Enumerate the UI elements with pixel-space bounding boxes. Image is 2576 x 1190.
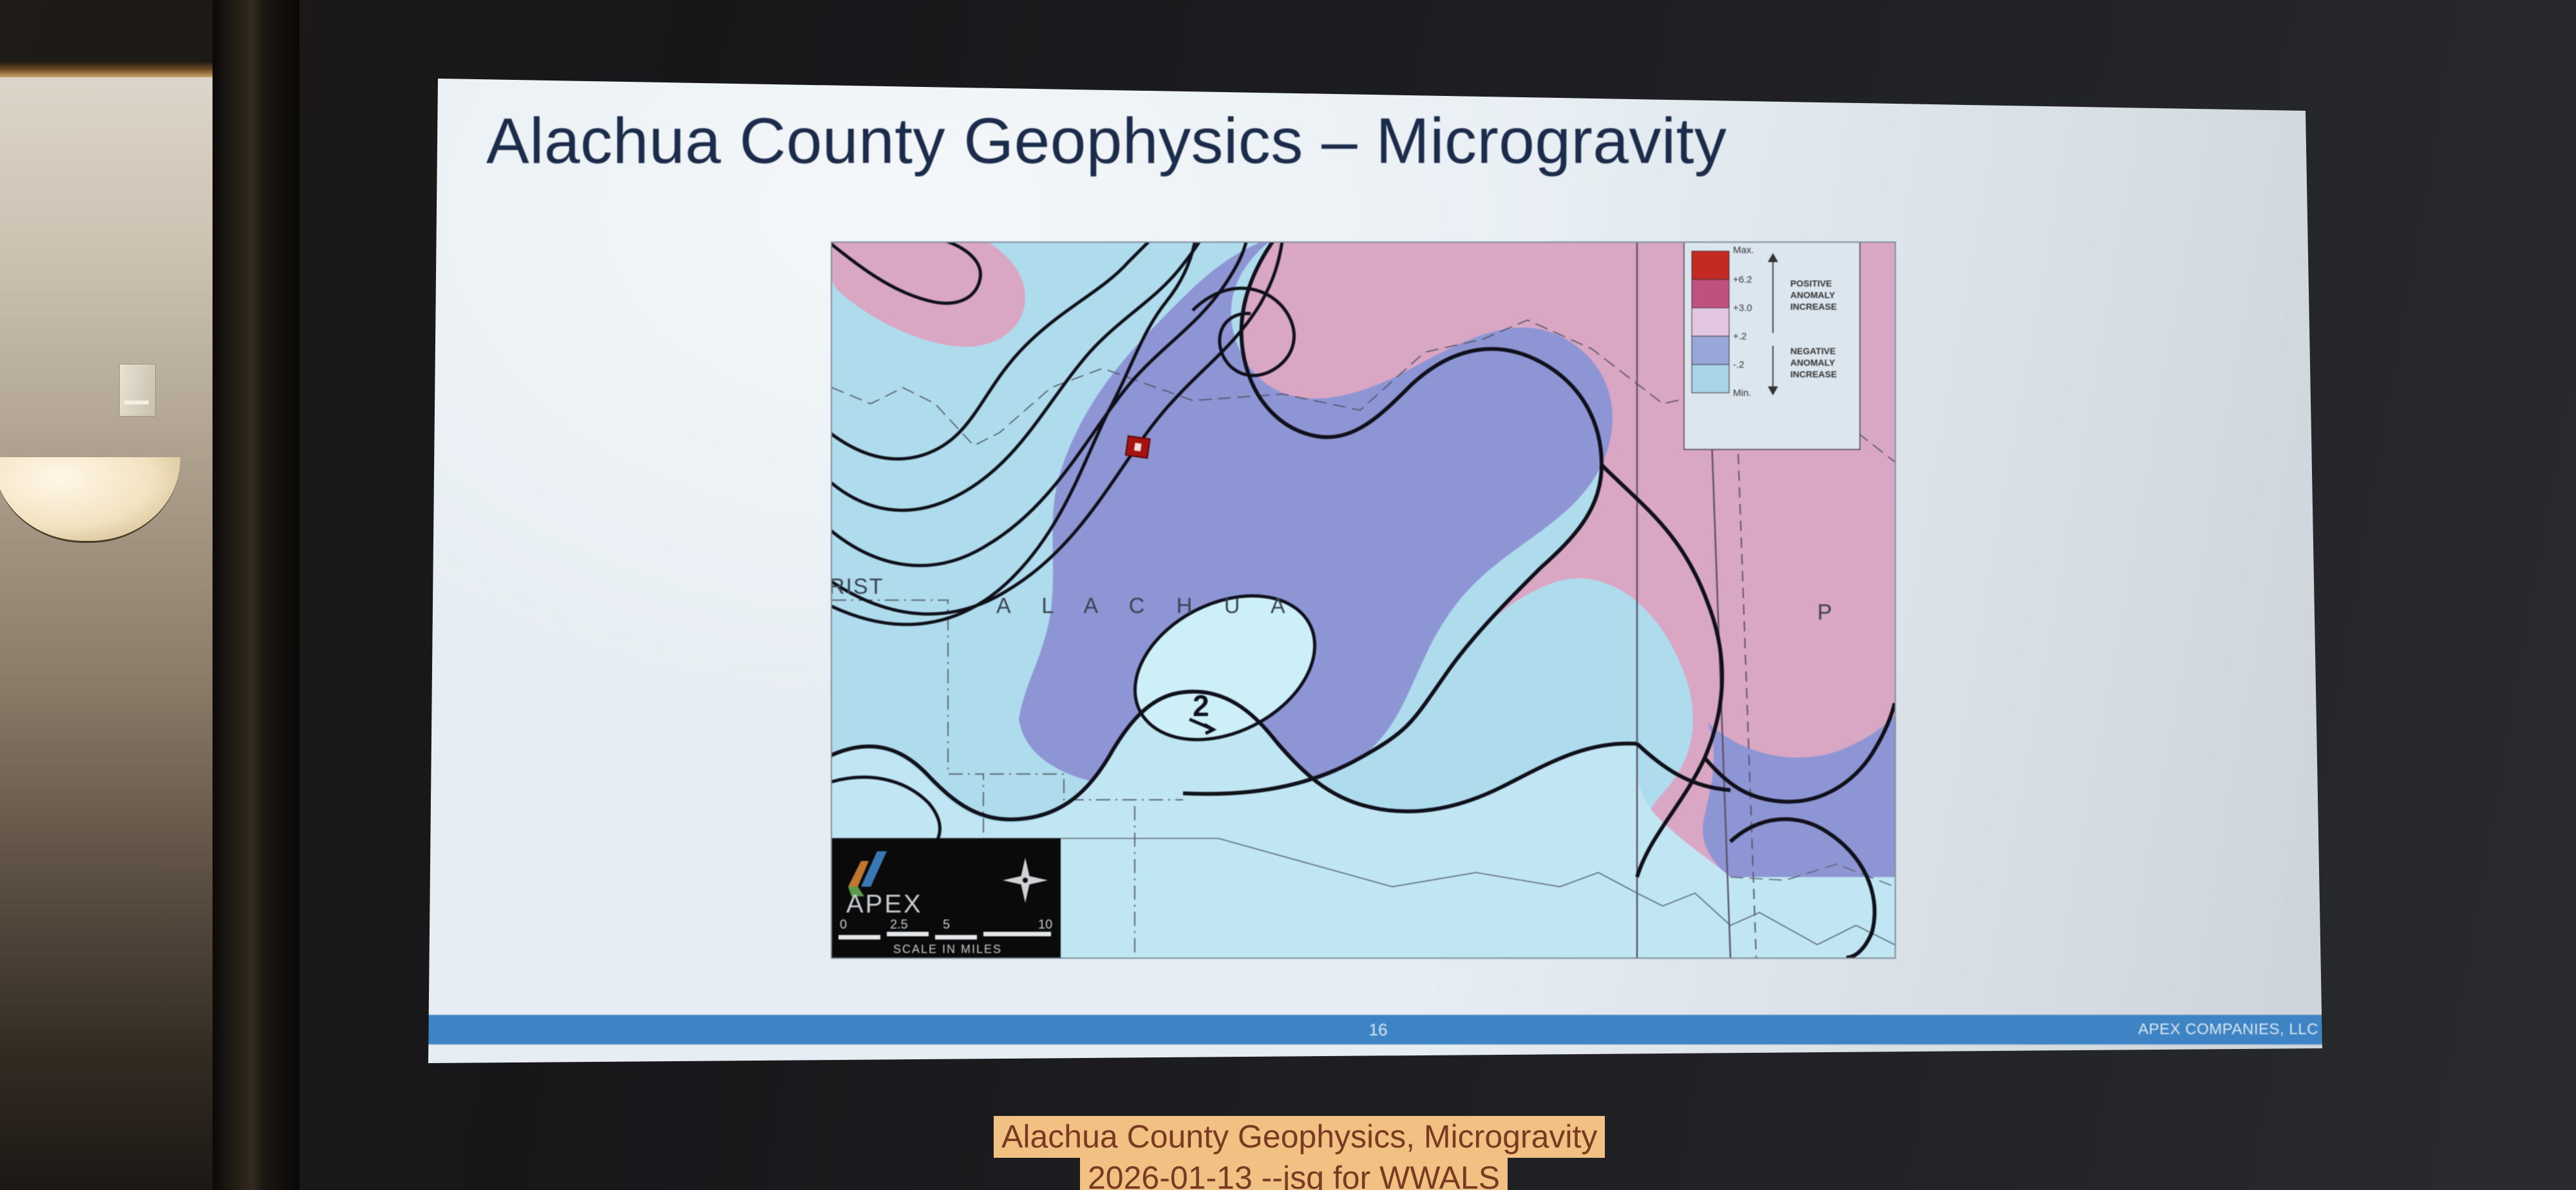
svg-text:APEX: APEX (846, 890, 923, 918)
svg-text:INCREASE: INCREASE (1790, 369, 1837, 379)
svg-text:RIST: RIST (832, 574, 884, 599)
svg-text:NEGATIVE: NEGATIVE (1790, 346, 1836, 356)
svg-text:0: 0 (840, 918, 847, 932)
svg-text:2: 2 (1193, 689, 1209, 722)
svg-text:INCREASE: INCREASE (1790, 301, 1837, 312)
svg-text:Max.: Max. (1733, 245, 1754, 256)
svg-text:10: 10 (1038, 918, 1052, 932)
svg-text:SCALE IN MILES: SCALE IN MILES (893, 943, 1002, 956)
svg-text:POSITIVE: POSITIVE (1790, 278, 1832, 288)
svg-text:2.5: 2.5 (890, 918, 908, 932)
svg-text:+.2: +.2 (1733, 331, 1747, 342)
svg-text:5: 5 (943, 918, 950, 932)
svg-text:A L A C H U A: A L A C H U A (996, 594, 1298, 618)
svg-text:+3.0: +3.0 (1733, 303, 1752, 314)
svg-text:Min.: Min. (1733, 388, 1751, 399)
svg-text:P: P (1817, 600, 1832, 625)
svg-text:+6.2: +6.2 (1733, 274, 1752, 285)
svg-text:ANOMALY: ANOMALY (1790, 290, 1835, 300)
svg-text:-.2: -.2 (1733, 359, 1745, 370)
svg-text:ANOMALY: ANOMALY (1790, 357, 1835, 368)
